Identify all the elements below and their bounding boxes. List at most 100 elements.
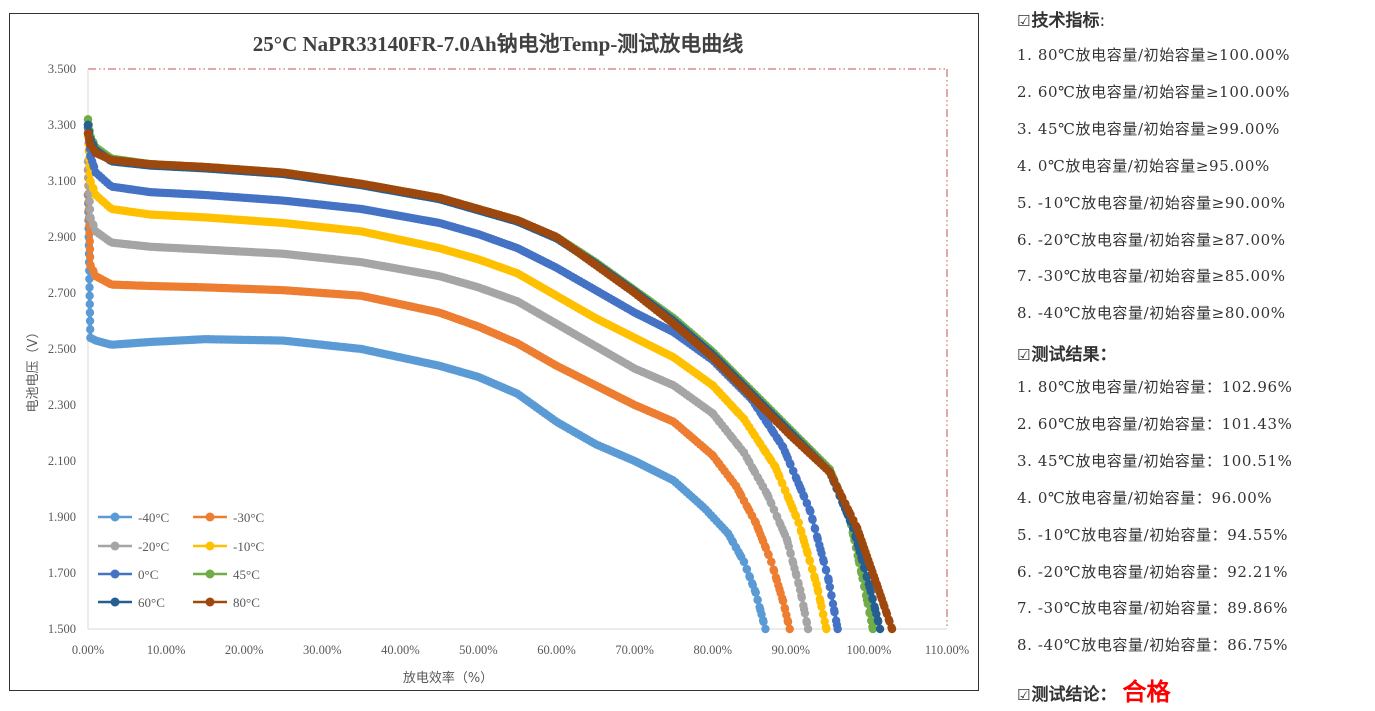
data-point [798, 533, 808, 543]
series-layer [83, 115, 897, 634]
data-point [794, 518, 803, 527]
data-point [721, 394, 730, 404]
data-point [861, 548, 870, 557]
y-tick-label: 2.900 [48, 230, 76, 244]
data-point [755, 438, 764, 447]
data-point [787, 502, 797, 511]
data-point [820, 617, 829, 626]
legend-item: -30°C [193, 510, 264, 525]
data-point [824, 574, 833, 583]
y-axis: 1.500 1.700 1.900 2.100 2.300 2.500 2.700 2.900… [48, 62, 76, 636]
spec-item: 6. -20℃放电容量/初始容量≥87.00% [1017, 230, 1286, 249]
data-point [744, 422, 754, 432]
data-point [781, 486, 790, 495]
data-point [771, 462, 780, 471]
series-minus20c [83, 157, 813, 634]
plot-area-border [87, 68, 948, 630]
checkbox-icon: ☑ [1017, 686, 1031, 704]
series-minus40c [83, 190, 770, 634]
data-point [818, 609, 828, 619]
legend-marker [110, 569, 120, 579]
conclusion-verdict: 合格 [1122, 678, 1171, 706]
data-point [817, 602, 826, 611]
result-item: 4. 0℃放电容量/初始容量：96.00% [1017, 488, 1273, 507]
data-point [782, 610, 791, 620]
result-header-label: 测试结果： [1031, 345, 1117, 365]
data-point [763, 549, 773, 559]
result-item: 2. 60℃放电容量/初始容量：101.43% [1017, 414, 1293, 433]
data-point [783, 617, 793, 627]
legend-marker [205, 597, 215, 607]
data-point [785, 624, 794, 634]
data-point [819, 557, 829, 566]
data-point [833, 484, 842, 493]
legend-label: 45°C [233, 567, 260, 582]
y-tick-label: 2.700 [48, 286, 76, 300]
data-point [86, 140, 95, 149]
data-point [720, 466, 729, 475]
data-point [733, 408, 742, 417]
data-point [749, 465, 758, 474]
data-point [788, 556, 797, 566]
spec-item: 8. -40℃放电容量/初始容量≥80.00% [1017, 304, 1286, 323]
legend-item: -20°C [98, 539, 169, 554]
data-point [868, 594, 877, 604]
data-point [86, 213, 95, 222]
data-point [735, 489, 745, 498]
x-tick-label: 50.00% [459, 643, 498, 657]
spec-item: 2. 60℃放电容量/初始容量≥100.00% [1017, 82, 1291, 101]
conclusion-row: ☑测试结论： 合格 [1017, 672, 1170, 707]
legend-label: -20°C [138, 539, 169, 554]
y-tick-label: 2.100 [48, 454, 76, 468]
data-point [739, 414, 749, 424]
data-point [85, 244, 95, 254]
data-point [829, 476, 838, 485]
x-tick-label: 20.00% [225, 643, 264, 657]
data-point [763, 490, 772, 499]
data-point [803, 549, 812, 558]
data-point [808, 515, 817, 524]
result-item: 5. -10℃放电容量/初始容量：94.55% [1017, 525, 1289, 544]
data-point [744, 456, 753, 466]
data-point [754, 526, 764, 535]
y-tick-label: 2.500 [48, 342, 76, 356]
data-point [772, 512, 782, 522]
legend-item: -10°C [193, 539, 264, 554]
data-point [708, 381, 717, 390]
x-tick-label: 110.00% [925, 643, 969, 657]
spec-item: 3. 45℃放电容量/初始容量≥99.00% [1017, 119, 1280, 138]
conclusion-header-label: 测试结论： [1031, 685, 1117, 705]
data-point [763, 419, 772, 428]
data-point [760, 541, 770, 551]
y-tick-label: 3.500 [48, 62, 76, 76]
data-point [831, 616, 841, 625]
result-item: 6. -20℃放电容量/初始容量：92.21% [1017, 562, 1289, 581]
data-point [760, 446, 769, 455]
data-point [828, 599, 838, 608]
data-point [85, 308, 95, 317]
data-point [774, 581, 783, 590]
data-point [806, 507, 815, 516]
data-point [802, 616, 811, 626]
data-point [795, 585, 805, 594]
data-point [771, 573, 781, 582]
data-point [789, 466, 798, 476]
data-point [885, 617, 894, 626]
data-point [88, 183, 98, 193]
x-tick-label: 70.00% [615, 643, 654, 657]
x-tick-label: 0.00% [72, 643, 104, 657]
series-80c [83, 129, 897, 634]
data-point [815, 594, 825, 604]
data-point [874, 617, 883, 626]
data-point [86, 325, 95, 334]
data-point [864, 580, 874, 589]
chart-title: 25°C NaPR33140FR-7.0Ah钠电池Temp-测试放电曲线 [253, 32, 744, 56]
data-point [739, 496, 749, 505]
spec-header-label: 技术指标 [1031, 11, 1100, 31]
data-point [875, 624, 885, 634]
data-point [745, 573, 755, 582]
data-point [779, 527, 788, 537]
data-point [821, 566, 831, 575]
chart-frame: 25°C NaPR33140FR-7.0Ah钠电池Temp-测试放电曲线 1.5… [9, 13, 979, 691]
data-point [796, 526, 806, 535]
